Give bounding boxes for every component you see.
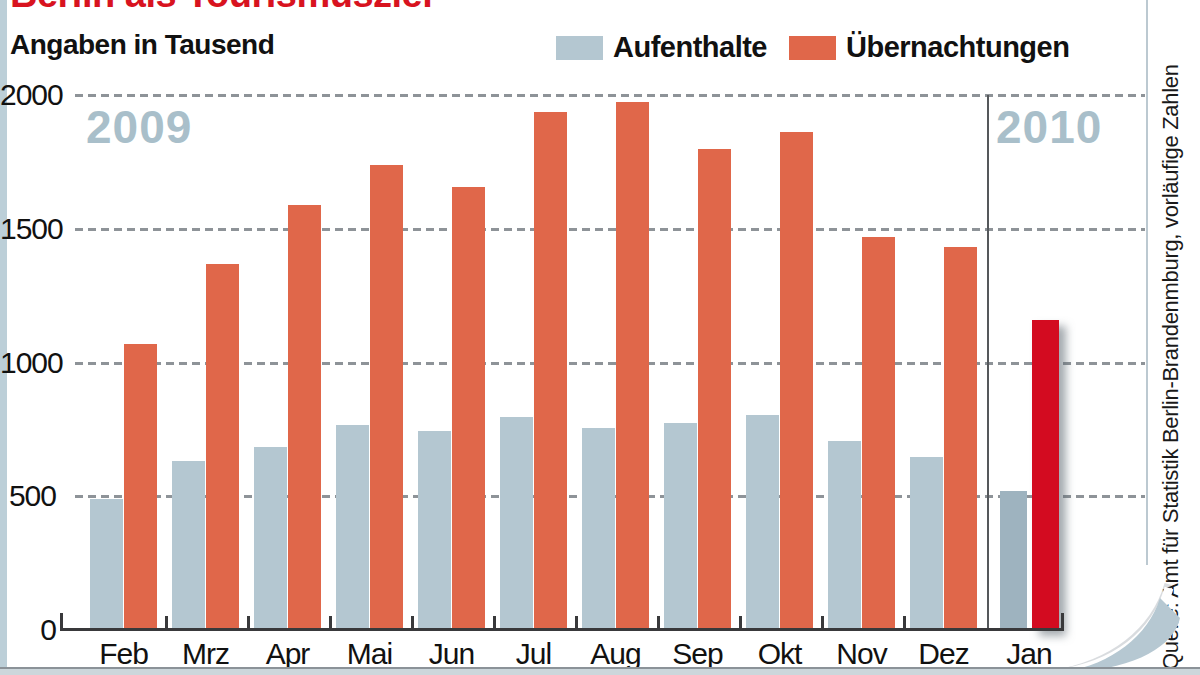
month-label-feb: Feb <box>79 637 169 671</box>
month-label-mrz: Mrz <box>161 637 251 671</box>
chart-title: Berlin als Tourismusziel <box>10 0 730 13</box>
bar-aufenthalte-aug <box>582 428 615 630</box>
bar-aufenthalte-nov <box>828 441 861 630</box>
bar-uebernachtungen-mai <box>370 165 403 630</box>
y-tick-label-2000: 2000 <box>0 78 56 112</box>
legend-swatch-uebernachtungen <box>789 36 836 60</box>
bar-uebernachtungen-dez <box>944 247 977 630</box>
gridline-1500 <box>75 228 1145 231</box>
axis-tick <box>575 616 578 629</box>
axis-tick <box>165 616 168 629</box>
bar-uebernachtungen-nov <box>862 237 895 630</box>
bottom-edge-strip <box>0 667 1200 675</box>
month-label-jul: Jul <box>489 637 579 671</box>
y-tick-label-500: 500 <box>0 479 56 513</box>
bar-aufenthalte-mai <box>336 425 369 630</box>
bar-uebernachtungen-jun <box>452 187 485 630</box>
gridline-2000 <box>75 94 1145 97</box>
axis-tick <box>903 616 906 629</box>
bar-uebernachtungen-jul <box>534 112 567 630</box>
year-divider-line <box>987 95 989 630</box>
bar-uebernachtungen-okt <box>780 132 813 630</box>
axis-left-stub <box>60 613 63 630</box>
bar-aufenthalte-jan <box>1000 491 1027 630</box>
axis-tick <box>739 616 742 629</box>
month-label-nov: Nov <box>817 637 907 671</box>
y-tick-label-1000: 1000 <box>0 346 56 380</box>
right-edge-line <box>1146 0 1148 565</box>
legend-label-uebernachtungen: Übernachtungen <box>846 31 1069 64</box>
page-curl-fold <box>1064 598 1180 672</box>
year-label-2010: 2010 <box>996 100 1102 154</box>
bar-uebernachtungen-sep <box>698 149 731 631</box>
legend-swatch-aufenthalte <box>556 36 603 60</box>
month-label-mai: Mai <box>325 637 415 671</box>
legend-label-aufenthalte: Aufenthalte <box>613 31 767 64</box>
bar-uebernachtungen-mrz <box>206 264 239 630</box>
year-label-2009: 2009 <box>86 100 192 154</box>
tourism-infographic: Berlin als Tourismusziel Angaben in Taus… <box>0 0 1200 675</box>
bar-aufenthalte-okt <box>746 415 779 630</box>
bar-aufenthalte-apr <box>254 447 287 630</box>
bar-aufenthalte-sep <box>664 423 697 630</box>
bar-uebernachtungen-feb <box>124 344 157 630</box>
month-label-okt: Okt <box>735 637 825 671</box>
title-clip: Berlin als Tourismusziel <box>10 0 730 13</box>
bar-uebernachtungen-apr <box>288 205 321 630</box>
month-label-apr: Apr <box>243 637 333 671</box>
bar-aufenthalte-feb <box>90 499 123 630</box>
axis-tick <box>821 616 824 629</box>
month-label-jun: Jun <box>407 637 497 671</box>
bar-aufenthalte-jul <box>500 417 533 630</box>
bar-aufenthalte-dez <box>910 457 943 630</box>
bar-uebernachtungen-aug <box>616 102 649 630</box>
y-tick-label-1500: 1500 <box>0 212 56 246</box>
month-label-dez: Dez <box>899 637 989 671</box>
x-axis-line <box>60 628 1064 631</box>
page-curl-decoration <box>1050 580 1200 675</box>
month-label-aug: Aug <box>571 637 661 671</box>
y-tick-label-0: 0 <box>0 613 56 647</box>
legend: Aufenthalte Übernachtungen <box>556 31 1091 64</box>
bar-aufenthalte-mrz <box>172 461 205 630</box>
bar-aufenthalte-jun <box>418 431 451 630</box>
axis-tick <box>329 616 332 629</box>
axis-tick <box>657 616 660 629</box>
month-label-sep: Sep <box>653 637 743 671</box>
axis-tick <box>247 616 250 629</box>
axis-tick <box>493 616 496 629</box>
chart-subtitle: Angaben in Tausend <box>10 29 274 61</box>
axis-tick <box>411 616 414 629</box>
